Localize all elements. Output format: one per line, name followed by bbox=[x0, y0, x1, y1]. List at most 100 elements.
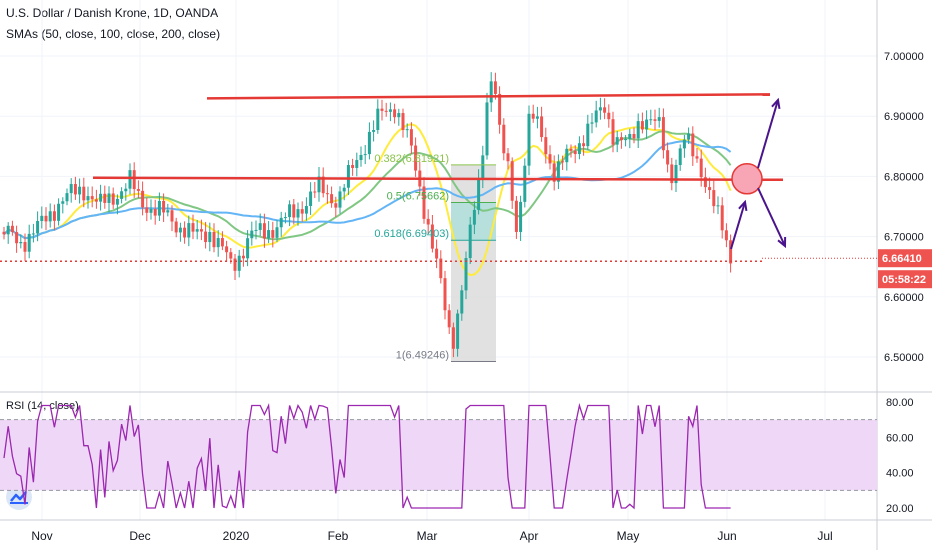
candle-body-18 bbox=[78, 186, 82, 195]
candle-body-130 bbox=[548, 154, 552, 164]
candle-body-9 bbox=[40, 215, 44, 222]
candle-body-90 bbox=[380, 108, 384, 111]
candle-body-67 bbox=[283, 217, 287, 219]
candle-body-46 bbox=[195, 229, 199, 232]
candle-body-140 bbox=[590, 122, 594, 124]
axes: 7.00000 6.90000 6.80000 6.70000 6.60000 6.500… bbox=[31, 51, 923, 543]
candle-body-69 bbox=[292, 204, 296, 218]
fibonacci-label-1: 0.5(6.75662) bbox=[387, 191, 449, 203]
candle-body-21 bbox=[90, 196, 94, 200]
arrow-up-breakout-shaft bbox=[757, 99, 779, 169]
candle-body-139 bbox=[586, 123, 590, 147]
rsi-line bbox=[3, 402, 731, 510]
candle-body-112 bbox=[472, 209, 476, 225]
candle-body-107 bbox=[451, 327, 455, 349]
candle-body-59 bbox=[250, 230, 254, 239]
fibonacci-label-0: 0.382(6.81921) bbox=[374, 153, 449, 165]
arrow-up-from-support-head bbox=[738, 199, 748, 212]
candle-body-65 bbox=[275, 227, 279, 238]
candle-body-169 bbox=[712, 190, 716, 207]
candle-body-30 bbox=[128, 170, 132, 189]
candle-body-162 bbox=[682, 139, 686, 149]
candle-body-124 bbox=[523, 165, 527, 202]
candle-body-115 bbox=[485, 102, 489, 156]
candle-body-32 bbox=[136, 189, 140, 191]
candle-body-61 bbox=[258, 223, 262, 230]
candle-body-48 bbox=[204, 231, 208, 243]
candle-body-143 bbox=[603, 107, 607, 113]
candle-body-89 bbox=[376, 108, 380, 131]
time-tick-8: Jul bbox=[817, 529, 832, 543]
candle-body-4 bbox=[19, 241, 23, 244]
candle-body-119 bbox=[502, 124, 506, 154]
candle-body-84 bbox=[355, 160, 359, 168]
candle-body-73 bbox=[309, 191, 313, 206]
middle-level-line bbox=[92, 176, 784, 182]
candle-body-56 bbox=[237, 255, 241, 271]
candle-body-1 bbox=[6, 225, 10, 235]
candle-body-71 bbox=[300, 209, 304, 214]
candle-body-29 bbox=[124, 188, 128, 192]
candle-body-58 bbox=[246, 238, 250, 259]
candle-body-22 bbox=[94, 199, 98, 202]
time-tick-5: Apr bbox=[520, 529, 539, 543]
candle-body-36 bbox=[153, 208, 157, 216]
candle-body-93 bbox=[393, 109, 397, 118]
candle-body-33 bbox=[141, 190, 145, 208]
candle-body-126 bbox=[531, 113, 535, 119]
price-tick-3: 6.70000 bbox=[884, 232, 924, 244]
candle-body-74 bbox=[313, 191, 317, 193]
candle-body-125 bbox=[527, 113, 531, 166]
candle-body-39 bbox=[166, 210, 170, 213]
candle-body-136 bbox=[573, 150, 577, 155]
candle-body-121 bbox=[510, 161, 514, 201]
candle-body-110 bbox=[464, 258, 468, 291]
candle-body-76 bbox=[321, 176, 325, 194]
candle-body-132 bbox=[556, 161, 560, 182]
candle-body-164 bbox=[691, 133, 695, 157]
candle-body-55 bbox=[233, 258, 237, 271]
candle-body-28 bbox=[120, 191, 124, 199]
candle-body-102 bbox=[430, 224, 434, 249]
candle-body-118 bbox=[498, 93, 502, 125]
candle-body-160 bbox=[674, 165, 678, 184]
chart-title: U.S. Dollar / Danish Krone, 1D, OANDA bbox=[6, 6, 219, 20]
candle-body-47 bbox=[199, 229, 203, 232]
candle-body-166 bbox=[699, 158, 703, 178]
candle-body-13 bbox=[57, 203, 61, 221]
candle-body-148 bbox=[624, 138, 628, 141]
candlesticks bbox=[2, 72, 733, 358]
candle-body-27 bbox=[115, 198, 119, 205]
decision-point-circle bbox=[731, 163, 763, 195]
candle-body-91 bbox=[384, 110, 388, 112]
candle-body-165 bbox=[695, 156, 699, 159]
candle-body-25 bbox=[107, 193, 111, 203]
candle-body-2 bbox=[10, 225, 14, 233]
candle-body-95 bbox=[401, 113, 405, 131]
candle-body-15 bbox=[65, 193, 69, 202]
candle-body-103 bbox=[435, 248, 439, 259]
last-price-badge bbox=[878, 249, 932, 268]
candle-body-23 bbox=[99, 193, 103, 202]
candle-body-149 bbox=[628, 133, 632, 139]
price-tick-2: 6.80000 bbox=[884, 171, 924, 183]
candle-body-131 bbox=[552, 163, 556, 182]
candle-body-80 bbox=[338, 191, 342, 208]
candle-body-154 bbox=[649, 119, 653, 121]
price-tick-1: 6.90000 bbox=[884, 111, 924, 123]
fibonacci-label-2: 0.618(6.69403) bbox=[374, 228, 449, 240]
candle-body-45 bbox=[191, 223, 195, 232]
candle-body-64 bbox=[271, 230, 275, 238]
candle-body-171 bbox=[720, 205, 724, 231]
candle-body-72 bbox=[304, 205, 308, 214]
time-tick-7: Jun bbox=[717, 529, 736, 543]
candle-body-10 bbox=[44, 215, 48, 222]
candle-body-78 bbox=[330, 194, 334, 204]
candle-body-141 bbox=[594, 110, 598, 123]
time-tick-1: Dec bbox=[129, 529, 150, 543]
candle-body-50 bbox=[212, 231, 216, 248]
candle-body-57 bbox=[241, 255, 245, 259]
rsi-tick-3: 20.00 bbox=[886, 503, 914, 515]
candle-body-37 bbox=[157, 200, 161, 216]
